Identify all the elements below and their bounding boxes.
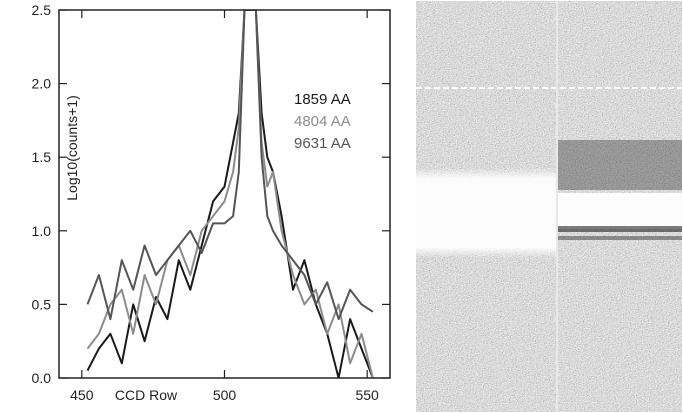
x-tick-label-2: 500	[213, 387, 237, 403]
y-axis-label: Log10(counts+1)	[64, 95, 80, 200]
dark-band-upper-right	[558, 140, 682, 190]
light-gap-left	[416, 168, 556, 258]
y-tick-label-6: 2.5	[32, 2, 52, 18]
y-tick-label-2: 0.5	[32, 296, 52, 312]
x-axis-label: CCD Row	[115, 387, 178, 403]
dark-streak-right	[558, 226, 682, 232]
ticks-layer: 450 500 550 0.0 0.5 1.0 1.5 2.0 2.5	[32, 2, 390, 403]
legend-entry-3: 9631 AA	[294, 135, 351, 152]
legend-entry-1: 1859 AA	[294, 91, 351, 108]
light-gap-right	[558, 193, 682, 229]
x-tick-label-3: 550	[355, 387, 379, 403]
series-layer	[86, 10, 374, 378]
y-tick-label-1: 0.0	[32, 370, 52, 386]
plot-frame	[58, 9, 391, 379]
series-line-3	[86, 10, 374, 321]
series-line-2	[86, 10, 374, 378]
dark-streak-right-2	[558, 236, 682, 240]
x-tick-label-1: 450	[70, 387, 94, 403]
y-tick-label-5: 2.0	[32, 76, 52, 92]
y-tick-label-4: 1.5	[32, 149, 52, 165]
y-tick-label-3: 1.0	[32, 223, 52, 239]
ccd-image-panel	[416, 1, 682, 412]
legend: 1859 AA 4804 AA 9631 AA	[294, 91, 351, 152]
legend-entry-2: 4804 AA	[294, 113, 351, 130]
line-chart: 450 500 550 0.0 0.5 1.0 1.5 2.0 2.5 CCD Row Log1…	[32, 2, 391, 403]
